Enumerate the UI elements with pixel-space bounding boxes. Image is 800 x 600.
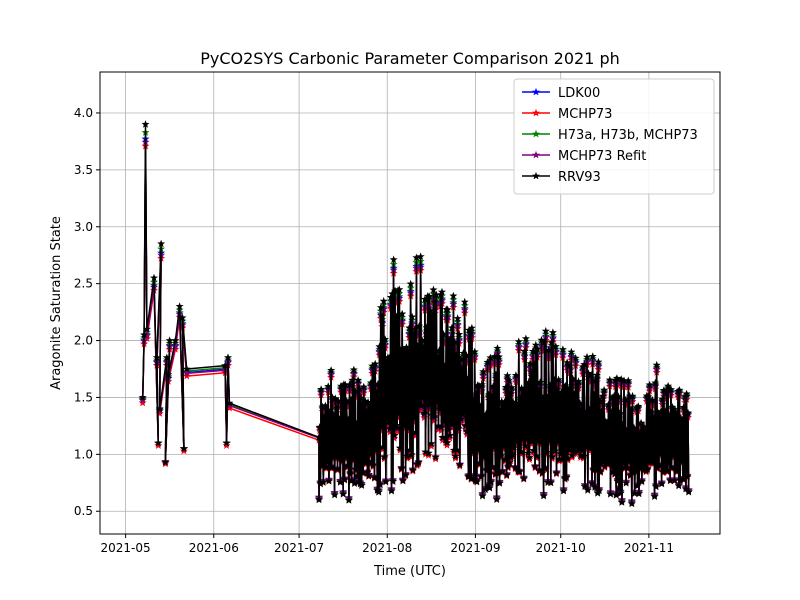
x-axis: 2021-05 2021-06 2021-07 2021-08 2021-09 2021-…	[101, 534, 674, 555]
y-tick-label: 2.5	[74, 277, 93, 291]
series-markers	[138, 120, 693, 508]
legend-marker	[532, 150, 540, 159]
x-tick-label: 2021-07	[274, 541, 324, 555]
x-tick-label: 2021-11	[624, 541, 674, 555]
axes-frame	[99, 71, 721, 535]
y-tick-label: 4.0	[74, 106, 93, 120]
y-tick-label: 0.5	[74, 504, 93, 518]
series-rrv93	[138, 120, 693, 508]
y-axis-label: Aragonite Saturation State	[49, 216, 64, 390]
legend-label: H73a, H73b, MCHP73	[558, 128, 698, 143]
legend-marker	[532, 87, 540, 96]
legend-label: RRV93	[558, 170, 601, 185]
y-tick-label: 1.0	[74, 447, 93, 461]
x-tick-label: 2021-09	[450, 541, 500, 555]
y-axis: 0.5 1.0 1.5 2.0 2.5 3.0 3.5 4.0	[74, 106, 100, 518]
legend-marker	[532, 108, 540, 117]
legend-label: MCHP73 Refit	[558, 149, 646, 164]
y-tick-label: 2.0	[74, 334, 93, 348]
legend-marker	[532, 129, 540, 138]
legend-label: MCHP73	[558, 107, 612, 122]
x-tick-label: 2021-05	[101, 541, 151, 555]
x-tick-label: 2021-08	[362, 541, 412, 555]
plot-area	[138, 120, 693, 508]
x-tick-label: 2021-10	[536, 541, 586, 555]
y-tick-label: 3.0	[74, 220, 93, 234]
legend-marker	[532, 171, 540, 180]
y-tick-label: 1.5	[74, 390, 93, 404]
chart-title: PyCO2SYS Carbonic Parameter Comparison 2…	[200, 49, 620, 68]
x-tick-label: 2021-06	[189, 541, 239, 555]
legend-label: LDK00	[558, 86, 600, 101]
x-axis-label: Time (UTC)	[373, 564, 446, 579]
legend: LDK00 MCHP73 H73a, H73b, MCHP73 MCHP73 Refi…	[513, 78, 715, 195]
y-tick-label: 3.5	[74, 163, 93, 177]
legend-box	[513, 78, 715, 195]
